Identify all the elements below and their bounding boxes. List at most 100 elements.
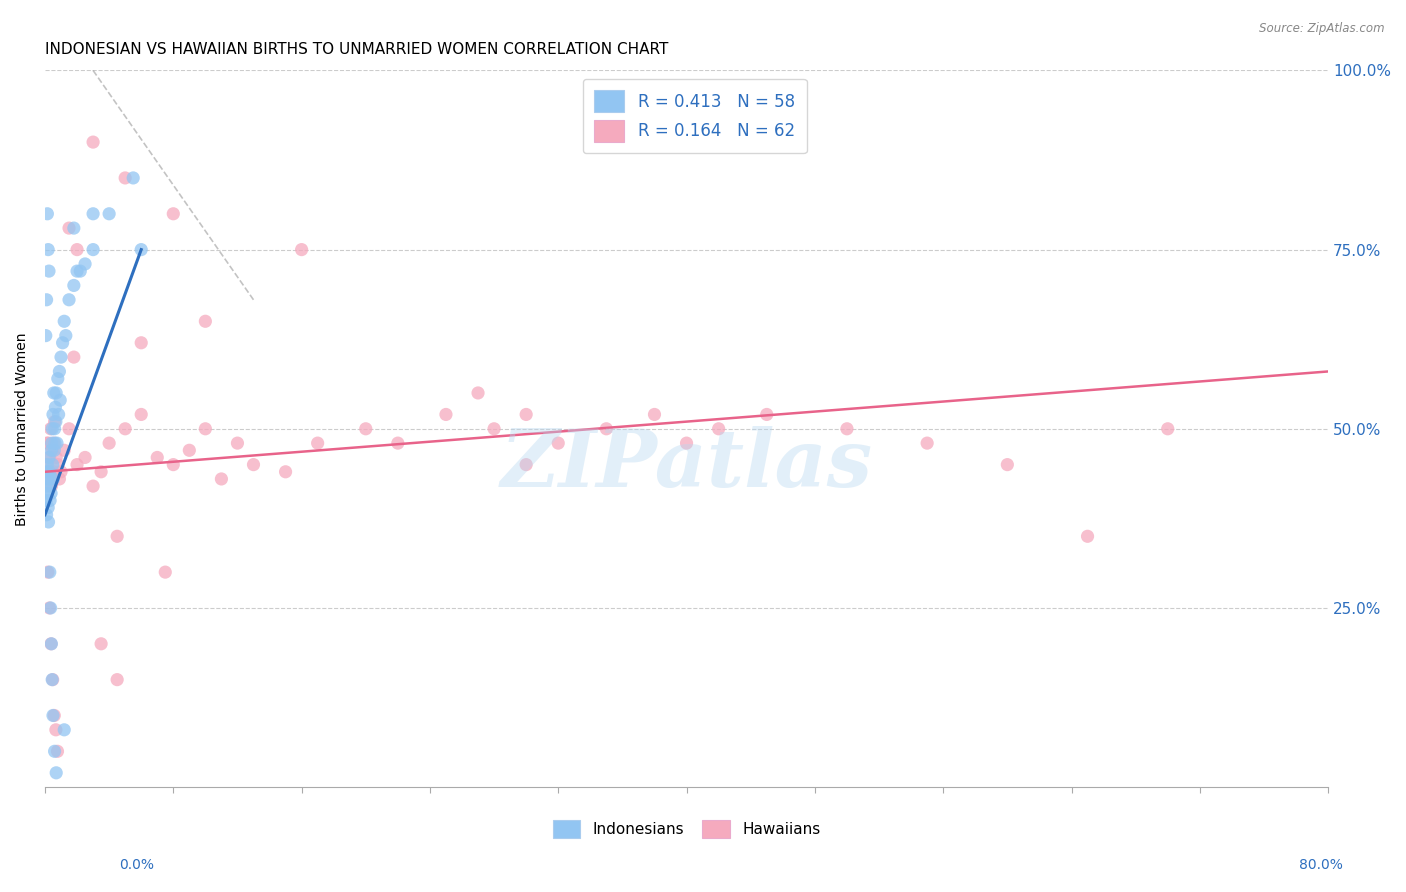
Y-axis label: Births to Unmarried Women: Births to Unmarried Women [15,332,30,525]
Point [46,458,69,472]
Point [37,436,59,450]
Point [44,401,66,415]
Point [49,465,72,479]
Point [37,472,59,486]
Point [467,386,489,401]
Point [38,450,60,465]
Point [90,637,112,651]
Point [75,450,97,465]
Point [55,328,77,343]
Point [98,207,121,221]
Point [41,673,63,687]
Point [129,408,152,422]
Point [39,472,62,486]
Point [45,765,67,780]
Text: INDONESIAN VS HAWAIIAN BIRTHS TO UNMARRIED WOMEN CORRELATION CHART: INDONESIAN VS HAWAIIAN BIRTHS TO UNMARRI… [45,42,668,57]
Point [66,243,89,257]
Point [44,708,66,723]
Point [35,508,58,522]
Point [41,458,63,472]
Point [995,458,1018,472]
Point [105,529,128,543]
Point [82,479,104,493]
Point [44,436,66,450]
Point [37,500,59,515]
Point [48,472,70,486]
Point [35,479,58,493]
Point [194,314,217,328]
Point [39,601,62,615]
Point [755,408,778,422]
Point [45,723,67,737]
Point [44,443,66,458]
Point [38,479,60,493]
Point [242,458,264,472]
Point [52,335,75,350]
Point [707,422,730,436]
Point [63,350,86,364]
Point [90,465,112,479]
Point [82,243,104,257]
Point [53,443,76,458]
Point [42,408,65,422]
Point [515,408,537,422]
Point [482,422,505,436]
Point [1157,422,1180,436]
Point [114,170,136,185]
Point [58,221,80,235]
Point [105,673,128,687]
Point [45,386,67,401]
Point [1077,529,1099,543]
Point [42,386,65,401]
Point [434,408,457,422]
Point [643,408,665,422]
Point [44,422,66,436]
Text: 80.0%: 80.0% [1299,858,1343,872]
Point [675,436,697,450]
Point [162,207,184,221]
Point [42,436,65,450]
Point [41,436,63,450]
Legend: Indonesians, Hawaiians: Indonesians, Hawaiians [547,814,827,844]
Point [98,436,121,450]
Point [82,207,104,221]
Point [48,364,70,378]
Point [41,422,63,436]
Point [58,422,80,436]
Point [35,493,58,508]
Point [595,422,617,436]
Point [45,415,67,429]
Point [44,744,66,758]
Point [274,465,297,479]
Point [515,458,537,472]
Point [48,408,70,422]
Point [114,422,136,436]
Point [66,458,89,472]
Point [194,422,217,436]
Point [129,335,152,350]
Text: 0.0%: 0.0% [120,858,155,872]
Point [35,436,58,450]
Point [66,264,89,278]
Point [37,486,59,500]
Point [226,436,249,450]
Point [35,465,58,479]
Point [42,472,65,486]
Point [39,637,62,651]
Text: ZIPatlas: ZIPatlas [501,425,873,503]
Point [38,264,60,278]
Point [49,350,72,364]
Point [46,371,69,385]
Point [37,243,59,257]
Point [38,450,60,465]
Point [209,472,232,486]
Point [162,458,184,472]
Point [37,472,59,486]
Point [35,458,58,472]
Point [41,443,63,458]
Point [49,393,72,408]
Point [41,673,63,687]
Point [41,637,63,651]
Point [37,565,59,579]
Point [75,257,97,271]
